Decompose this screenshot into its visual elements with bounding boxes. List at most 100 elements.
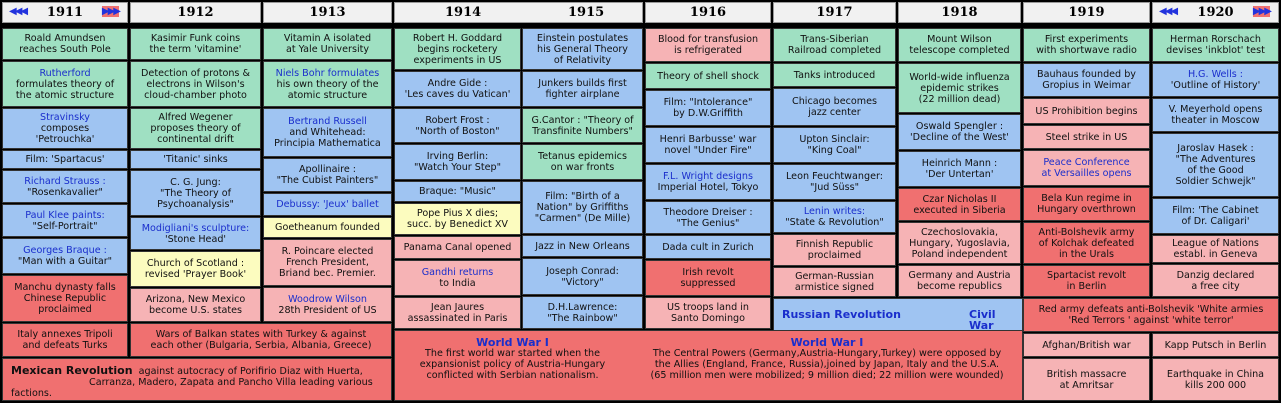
event-cell[interactable]: Henri Barbusse' war novel "Under Fire" (645, 127, 771, 163)
event-cell[interactable]: Afghan/British war (1023, 333, 1150, 357)
civil-war-span[interactable]: Red army defeats anti-Bolshevik 'White a… (1023, 298, 1279, 332)
event-cell[interactable]: Herman Rorschach devises 'inkblot' test (1152, 28, 1279, 62)
event-cell[interactable]: Georges Braque : "Man with a Guitar" (2, 238, 128, 274)
event-cell[interactable]: Robert H. Goddard begins rocketery experim… (394, 28, 521, 70)
event-cell[interactable]: Chicago becomes jazz center (773, 88, 896, 126)
event-cell[interactable]: Danzig declared a free city (1152, 264, 1279, 297)
next-arrows-icon[interactable]: ▶▶▶ (101, 6, 121, 17)
event-cell[interactable]: Bertrand Russell and Whitehead: Principia … (263, 108, 392, 157)
event-cell[interactable]: Einstein postulates his General Theory of … (522, 28, 643, 70)
event-cell[interactable]: Gandhi returns to India (394, 260, 521, 296)
event-cell[interactable]: Mount Wilson telescope completed (898, 28, 1021, 62)
event-cell[interactable]: Trans-Siberian Railroad completed (773, 28, 896, 62)
event-cell[interactable]: Roald Amundsen reaches South Pole (2, 28, 128, 60)
event-cell[interactable]: Film: "Intolerance" by D.W.Griffith (645, 90, 771, 126)
event-cell[interactable]: Anti-Bolshevik army of Kolchak defeated in… (1023, 222, 1150, 264)
event-cell[interactable]: First experiments with shortwave radio (1023, 28, 1150, 62)
event-cell[interactable]: Irving Berlin: "Watch Your Step" (394, 144, 521, 180)
year-label: 1912 (177, 5, 214, 20)
event-line: in Berlin (1066, 281, 1107, 292)
event-cell[interactable]: Woodrow Wilson 28th President of US (263, 287, 392, 322)
event-cell[interactable]: Kapp Putsch in Berlin (1152, 333, 1279, 357)
event-cell[interactable]: Arizona, New Mexico become U.S. states (130, 288, 261, 322)
event-cell[interactable]: World-wide influenza epidemic strikes (22 … (898, 63, 1021, 113)
event-cell[interactable]: Debussy: 'Jeux' ballet (263, 193, 392, 216)
event-cell[interactable]: Manchu dynasty falls Chinese Republic proc… (2, 275, 128, 322)
event-cell[interactable]: Lenin writes: "State & Revolution" (773, 201, 896, 233)
event-cell[interactable]: Richard Strauss : "Rosenkavalier" (2, 170, 128, 203)
event-cell[interactable]: Jazz in New Orleans (522, 235, 643, 257)
event-cell[interactable]: Bela Kun regime in Hungary overthrown (1023, 187, 1150, 221)
event-cell[interactable]: H.G. Wells : 'Outline of History' (1152, 63, 1279, 97)
mexican-revolution-span[interactable]: Mexican Revolution against autocracy of … (2, 358, 392, 401)
event-cell[interactable]: Rutherford formulates theory of the atomic… (2, 61, 128, 107)
event-cell[interactable]: Earthquake in China kills 200 000 (1152, 358, 1279, 401)
event-cell[interactable]: Czechoslovakia, Hungary, Yugoslavia, Polan… (898, 222, 1021, 264)
event-cell[interactable]: Tetanus epidemics on war fronts (522, 144, 643, 180)
event-line: Vitamin A isolated (283, 33, 372, 44)
event-cell[interactable]: Stravinsky composes 'Petrouchka' (2, 108, 128, 149)
event-cell[interactable]: Spartacist revolt in Berlin (1023, 265, 1150, 297)
event-cell[interactable]: Paul Klee paints: "Self-Portrait" (2, 204, 128, 237)
event-cell[interactable]: Vitamin A isolated at Yale University (263, 28, 392, 60)
event-cell[interactable]: US troops land in Santo Domingo (645, 297, 771, 329)
event-cell[interactable]: Tanks introduced (773, 63, 896, 87)
event-cell[interactable]: Theodore Dreiser : "The Genius" (645, 201, 771, 234)
event-cell[interactable]: Italy annexes Tripoli and defeats Turks (2, 323, 128, 357)
event-cell[interactable]: Film: "Birth of a Nation" by Griffiths "Ca… (522, 181, 643, 234)
event-cell[interactable]: Upton Sinclair: "King Coal" (773, 127, 896, 163)
event-cell[interactable]: Steel strike in US (1023, 125, 1150, 149)
event-cell[interactable]: Braque: "Music" (394, 181, 521, 202)
event-cell[interactable]: Blood for transfusion is refrigerated (645, 28, 771, 62)
event-cell[interactable]: Bauhaus founded by Gropius in Weimar (1023, 63, 1150, 97)
event-cell[interactable]: Robert Frost : "North of Boston" (394, 108, 521, 143)
event-cell[interactable]: V. Meyerhold opens theater in Moscow (1152, 98, 1279, 132)
event-cell[interactable]: C. G. Jung: "The Theory of Psychoanalysis" (130, 170, 261, 216)
event-cell[interactable]: Leon Feuchtwanger: "Jud Süss" (773, 164, 896, 200)
event-line: Kasimir Funk coins (150, 33, 241, 44)
event-cell[interactable]: Modigliani's sculpture: 'Stone Head' (130, 217, 261, 250)
event-cell[interactable]: Oswald Spengler : 'Decline of the West' (898, 114, 1021, 150)
event-cell[interactable]: Jean Jaures assassinated in Paris (394, 297, 521, 329)
event-cell[interactable]: Germany and Austria become republics (898, 265, 1021, 297)
event-cell[interactable]: Junkers builds first fighter airplane (522, 71, 643, 107)
event-line: V. Meyerhold opens (1168, 104, 1263, 115)
event-cell[interactable]: Church of Scotland : revised 'Prayer Book… (130, 251, 261, 287)
event-cell[interactable]: Goetheanum founded (263, 217, 392, 238)
world-war-1-span[interactable]: World War I The first world war started … (394, 330, 1023, 401)
event-cell[interactable]: US Prohibition begins (1023, 98, 1150, 124)
event-cell[interactable]: F.L. Wright designs Imperial Hotel, Tokyo (645, 164, 771, 200)
event-cell[interactable]: Peace Conference at Versailles opens (1023, 150, 1150, 186)
event-cell[interactable]: Film: 'The Cabinet of Dr. Caligari' (1152, 198, 1279, 234)
prev-arrows-icon[interactable]: ◀◀◀ (1159, 6, 1178, 17)
event-cell[interactable]: Jaroslav Hasek : "The Adventures of the Go… (1152, 133, 1279, 197)
event-cell[interactable]: Kasimir Funk coins the term 'vitamine' (130, 28, 261, 60)
event-cell[interactable]: Panama Canal opened (394, 236, 521, 259)
event-cell[interactable]: Dada cult in Zurich (645, 235, 771, 259)
event-cell[interactable]: Alfred Wegener proposes theory of continen… (130, 108, 261, 149)
event-cell[interactable]: Andre Gide : 'Les caves du Vatican' (394, 71, 521, 107)
event-cell[interactable]: Theory of shell shock (645, 63, 771, 89)
event-cell[interactable]: G.Cantor : "Theory of Transfinite Numbers… (522, 108, 643, 143)
balkan-wars-span[interactable]: Wars of Balkan states with Turkey & agai… (130, 323, 392, 357)
event-cell[interactable]: Niels Bohr formulates his own theory of t… (263, 61, 392, 107)
event-cell[interactable]: R. Poincare elected French President, Bria… (263, 239, 392, 286)
event-cell[interactable]: Heinrich Mann : 'Der Untertan' (898, 151, 1021, 187)
event-cell[interactable]: D.H.Lawrence: "The Rainbow" (522, 296, 643, 329)
next-arrows-icon[interactable]: ▶▶▶ (1252, 6, 1272, 17)
russian-revolution-span[interactable]: Russian Revolution Civil War (773, 298, 1023, 332)
event-cell[interactable]: Czar Nicholas II executed in Siberia (898, 188, 1021, 221)
prev-arrows-icon[interactable]: ◀◀◀ (9, 6, 28, 17)
event-cell[interactable]: Detection of protons & electrons in Wilso… (130, 61, 261, 107)
event-cell[interactable]: German-Russian armistice signed (773, 267, 896, 297)
event-cell[interactable]: Pope Pius X dies; succ. by Benedict XV (394, 203, 521, 235)
event-cell[interactable]: British massacre at Amritsar (1023, 358, 1150, 401)
event-cell[interactable]: Film: 'Spartacus' (2, 150, 128, 169)
event-cell[interactable]: League of Nations establ. in Geneva (1152, 235, 1279, 263)
event-cell[interactable]: Joseph Conrad: "Victory" (522, 258, 643, 295)
event-cell[interactable]: 'Titanic' sinks (130, 150, 261, 169)
event-cell[interactable]: Apollinaire : "The Cubist Painters" (263, 158, 392, 192)
event-cell[interactable]: Irish revolt suppressed (645, 260, 771, 296)
event-line: by D.W.Griffith (673, 108, 743, 119)
event-cell[interactable]: Finnish Republic proclaimed (773, 234, 896, 266)
